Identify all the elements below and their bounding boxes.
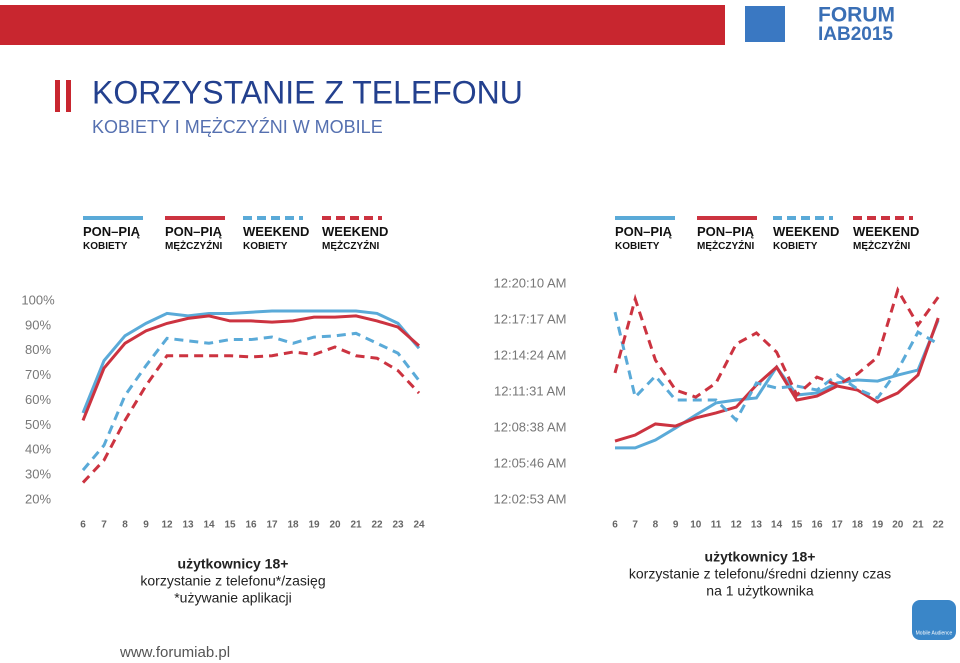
top-bar [0,5,725,45]
x-tick-label: 17 [266,520,278,531]
legend-line: WEEKEND [773,224,839,239]
y-tick-label: 12:20:10 AM [494,275,567,290]
legend-line: MĘŻCZYŹNI [165,239,222,252]
legend-label: PON–PIĄ MĘŻCZYŹNI [697,224,755,251]
y-tick-label: 12:11:31 AM [494,384,566,399]
x-tick-label: 22 [371,520,383,531]
y-tick-label: 20% [25,491,51,506]
legend-label: WEEKEND KOBIETY [773,224,839,251]
x-tick-label: 6 [612,520,618,531]
x-tick-label: 21 [912,520,924,531]
x-tick-label: 14 [771,520,783,531]
badge-label: Mobile Audience [916,630,953,636]
logo-mark [745,6,785,42]
x-tick-label: 24 [413,520,425,531]
x-tick-label: 7 [101,520,107,531]
legend-line: PON–PIĄ [697,224,755,239]
y-tick-label: 12:08:38 AM [494,420,567,435]
y-tick-label: 30% [25,467,51,482]
badge [912,600,956,640]
legend-label: PON–PIĄ KOBIETY [615,224,673,251]
title-mark [66,80,71,112]
x-tick-label: 10 [690,520,702,531]
x-tick-label: 8 [653,520,659,531]
y-tick-label: 12:17:17 AM [494,311,567,326]
y-tick-label: 100% [21,292,55,307]
series-line [81,314,420,421]
footer: www.forumiab.pl [119,644,230,661]
x-tick-label: 20 [329,520,341,531]
x-tick-label: 12 [161,520,173,531]
x-tick-label: 17 [832,520,844,531]
x-tick-label: 8 [122,520,128,531]
x-tick-label: 9 [673,520,679,531]
y-tick-label: 90% [25,317,51,332]
legend-label: PON–PIĄ KOBIETY [83,224,141,251]
x-tick-label: 21 [350,520,362,531]
logo-top: FORUM [818,4,895,27]
x-tick-label: 16 [811,520,823,531]
caption: użytkownicy 18+ [705,549,816,565]
title-mark [55,80,60,112]
legend-line: PON–PIĄ [83,224,141,239]
x-tick-label: 14 [203,520,215,531]
y-tick-label: 12:14:24 AM [494,348,567,363]
legend-label: PON–PIĄ MĘŻCZYŹNI [165,224,223,251]
caption: *używanie aplikacji [174,590,292,606]
caption: użytkownicy 18+ [178,556,289,572]
x-tick-label: 7 [632,520,638,531]
caption: korzystanie z telefonu*/zasięg [140,573,325,589]
y-tick-label: 70% [25,367,51,382]
legend-line: PON–PIĄ [615,224,673,239]
y-tick-label: 80% [25,342,51,357]
legend-label: WEEKEND MĘŻCZYŹNI [322,224,388,251]
series-line [81,309,421,414]
x-tick-label: 15 [791,520,803,531]
series-line [613,311,939,423]
legend-line: KOBIETY [243,241,288,252]
x-tick-label: 15 [224,520,236,531]
legend-line: KOBIETY [83,241,128,252]
x-tick-label: 19 [308,520,320,531]
x-tick-label: 16 [245,520,257,531]
y-tick-label: 12:02:53 AM [494,491,567,506]
x-tick-label: 12 [731,520,743,531]
y-tick-label: 12:05:46 AM [494,455,567,470]
x-tick-label: 13 [182,520,194,531]
caption: korzystanie z telefonu/średni dzienny cz… [629,566,891,582]
x-tick-label: 9 [143,520,149,531]
logo-bottom: IAB2015 [818,24,893,45]
series-line [613,286,940,399]
legend-line: MĘŻCZYŹNI [697,239,754,252]
y-tick-label: 50% [25,417,51,432]
y-tick-label: 40% [25,442,51,457]
caption: na 1 użytkownika [706,583,814,599]
x-tick-label: 18 [287,520,299,531]
x-tick-label: 23 [392,520,404,531]
series-line [81,331,421,472]
series-line [614,317,940,443]
legend-line: KOBIETY [615,241,660,252]
x-tick-label: 19 [872,520,884,531]
x-tick-label: 22 [933,520,945,531]
x-tick-label: 11 [711,520,722,531]
x-tick-label: 20 [892,520,904,531]
legend-line: WEEKEND [853,224,919,239]
title: KORZYSTANIE Z TELEFONU [92,74,523,110]
legend-line: MĘŻCZYŹNI [322,239,379,252]
legend-line: WEEKEND [243,224,309,239]
legend-line: WEEKEND [322,224,388,239]
legend-label: WEEKEND KOBIETY [243,224,309,251]
legend-line: MĘŻCZYŹNI [853,239,910,252]
legend-line: PON–PIĄ [165,224,223,239]
subtitle: KOBIETY I MĘŻCZYŹNI W MOBILE [92,117,383,137]
legend-line: KOBIETY [773,241,818,252]
legend-label: WEEKEND MĘŻCZYŹNI [853,224,919,251]
x-tick-label: 13 [751,520,763,531]
x-tick-label: 6 [80,520,86,531]
series-line [81,345,421,484]
x-tick-label: 18 [852,520,864,531]
y-tick-label: 60% [25,392,51,407]
